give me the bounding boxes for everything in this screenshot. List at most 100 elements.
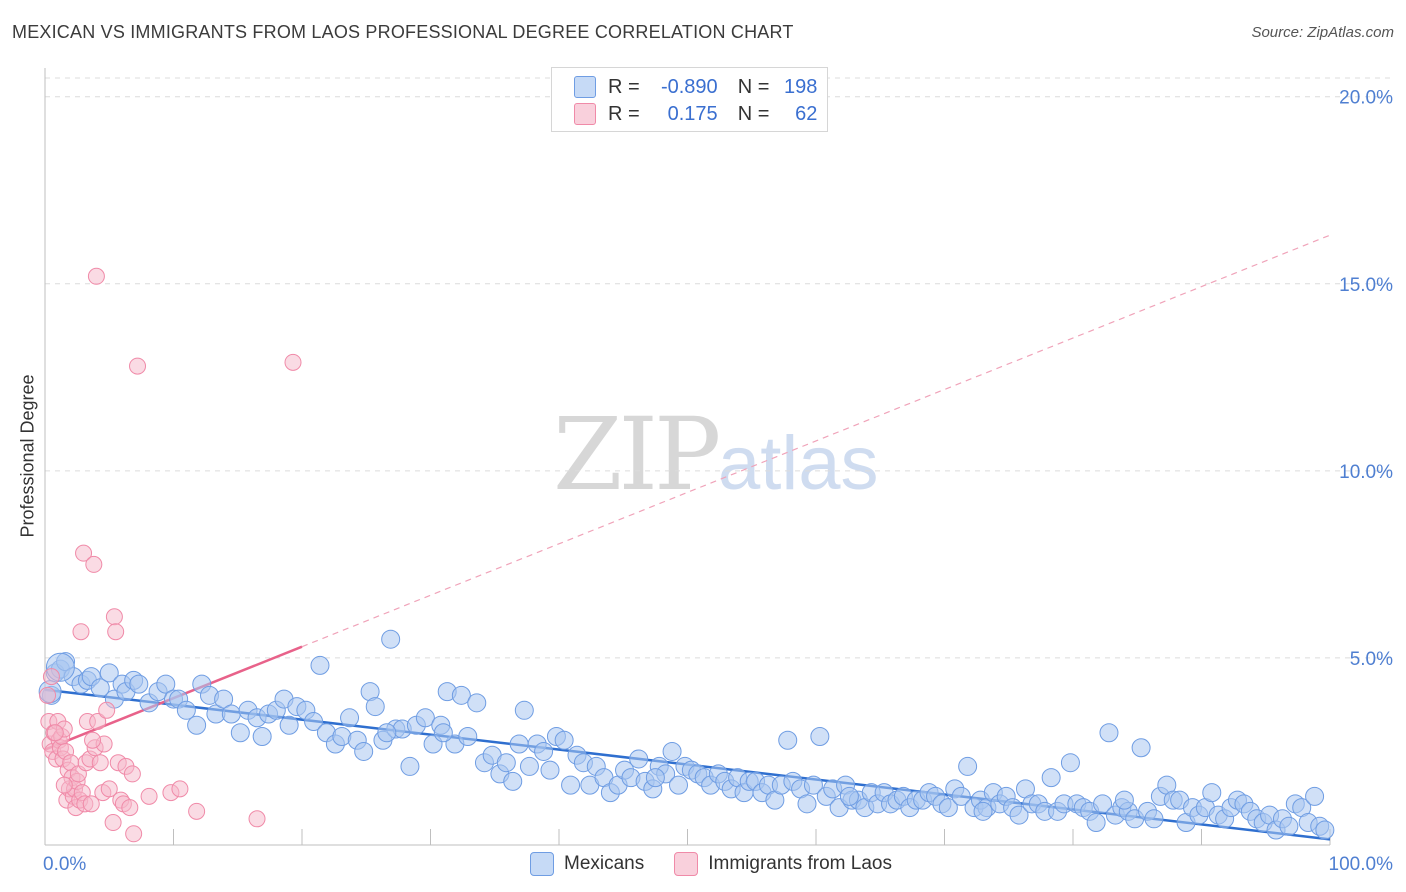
point-laos [85,555,103,573]
point-mexicans [230,723,250,743]
point-mexicans [496,753,516,773]
point-mexicans [310,655,330,675]
point-mexicans [1202,783,1222,803]
point-laos [125,825,143,843]
point-laos [82,795,100,813]
point-mexicans [645,768,665,788]
point-laos [100,780,118,798]
point-mexicans [958,756,978,776]
point-mexicans [1086,813,1106,833]
point-mexicans [415,708,435,728]
series-swatch-mexicans [530,852,554,876]
point-mexicans [534,741,554,761]
x-tick-label: 100.0% [1329,854,1394,875]
trend-line-laos-extension [301,234,1331,648]
point-mexicans [176,700,196,720]
point-mexicans [503,771,523,791]
legend-swatch-mexicans [574,76,596,98]
point-mexicans [90,678,110,698]
point-mexicans [1144,809,1164,829]
point-mexicans [797,794,817,814]
point-mexicans [1060,753,1080,773]
legend-r-value: -0.890 [660,75,718,98]
point-mexicans [400,756,420,776]
point-mexicans [1315,820,1335,840]
point-laos [91,754,109,772]
point-mexicans [509,734,529,754]
point-laos [55,776,73,794]
point-mexicans [1041,768,1061,788]
point-mexicans [304,712,324,732]
point-mexicans [938,798,958,818]
point-mexicans [519,756,539,776]
point-mexicans [803,775,823,795]
legend-n-value: 198 [784,75,818,98]
x-tick-label: 0.0% [43,854,86,875]
point-mexicans [540,760,560,780]
point-mexicans [669,775,689,795]
point-mexicans [1131,738,1151,758]
legend-row-mexicans: R = -0.890 N = 198 [574,75,817,99]
gridlines [45,77,1395,659]
point-laos [84,731,102,749]
point-mexicans [810,726,830,746]
y-tick-label: 15.0% [1339,275,1393,296]
point-laos [121,799,139,817]
correlation-legend: R = -0.890 N = 198 R = 0.175 N = 62 [551,67,828,132]
point-laos [188,802,206,820]
legend-swatch-laos [574,103,596,125]
point-mexicans [629,749,649,769]
point-mexicans [221,704,241,724]
tick-labels: 5.0% 10.0% 15.0% 20.0% 0.0% 100.0% [43,88,1393,875]
legend-n-label: N = [737,75,770,98]
y-tick-label: 5.0% [1350,649,1393,670]
point-laos [248,810,266,828]
point-laos [284,353,302,371]
legend-n-value: 62 [795,102,818,125]
point-mexicans [514,700,534,720]
point-mexicans [365,697,385,717]
point-mexicans [1093,794,1113,814]
source-credit: Source: ZipAtlas.com [1251,24,1394,41]
point-mexicans [214,689,234,709]
point-mexicans [129,674,149,694]
point-mexicans [433,723,453,743]
point-mexicans [1114,790,1134,810]
legend-n-label: N = [737,102,770,125]
point-laos [42,668,60,686]
series-label-mexicans: Mexicans [564,853,645,874]
series-legend: Mexicans Immigrants from Laos [530,852,892,876]
point-mexicans [187,715,207,735]
point-laos [123,765,141,783]
point-mexicans [458,726,478,746]
point-mexicans [279,715,299,735]
point-mexicans [1099,723,1119,743]
point-laos [140,787,158,805]
point-laos [105,608,123,626]
point-mexicans [340,708,360,728]
chart-title: MEXICAN VS IMMIGRANTS FROM LAOS PROFESSI… [12,22,794,42]
y-tick-label: 10.0% [1339,462,1393,483]
point-mexicans [839,786,859,806]
point-mexicans [381,629,401,649]
point-laos [98,701,116,719]
watermark-zip: ZIP [553,396,721,513]
point-mexicans [99,663,119,683]
data-points [38,267,1335,843]
point-mexicans [451,685,471,705]
point-laos [46,724,64,742]
point-mexicans [1009,805,1029,825]
point-laos [107,623,125,641]
point-mexicans [354,741,374,761]
point-laos [75,544,93,562]
legend-r-label: R = [608,75,640,98]
point-laos [104,814,122,832]
point-laos [171,780,189,798]
point-mexicans [973,801,993,821]
point-mexicans [252,726,272,746]
point-mexicans [554,730,574,750]
legend-r-label: R = [608,102,640,125]
point-laos [89,713,107,731]
point-mexicans [951,786,971,806]
